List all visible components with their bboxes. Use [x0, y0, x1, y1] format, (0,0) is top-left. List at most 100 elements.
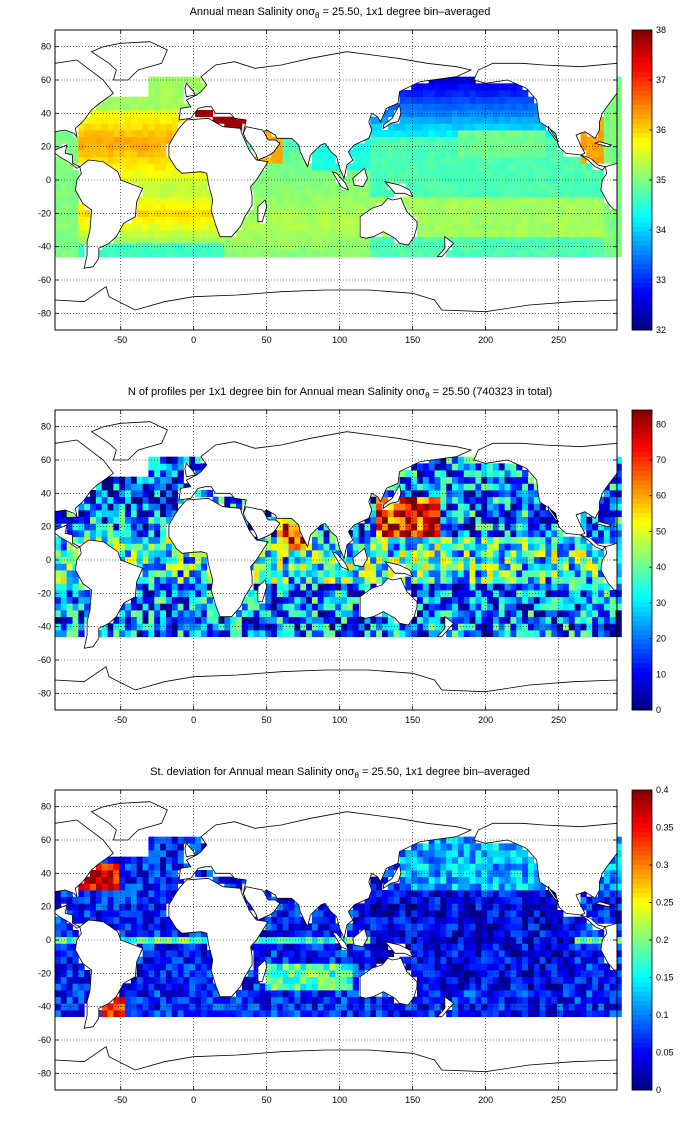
data-cell	[148, 976, 155, 984]
data-cell	[358, 156, 365, 164]
data-cell	[370, 996, 377, 1004]
data-cell	[522, 616, 529, 624]
data-cell	[189, 630, 196, 638]
data-cell	[405, 176, 412, 184]
data-cell	[276, 983, 284, 991]
data-cell	[487, 250, 494, 258]
data-cell	[481, 123, 488, 131]
data-cell	[154, 583, 161, 591]
data-cell	[440, 103, 447, 111]
data-cell	[440, 916, 447, 924]
data-cell	[498, 990, 505, 998]
data-cell	[311, 976, 319, 984]
data-cell	[434, 236, 441, 244]
data-cell	[428, 210, 435, 218]
data-cell	[370, 616, 377, 624]
data-cell	[504, 610, 511, 618]
data-cell	[125, 890, 132, 898]
data-cell	[586, 223, 593, 231]
data-cell	[568, 550, 576, 558]
data-cell	[393, 483, 400, 491]
data-cell	[306, 610, 313, 618]
data-cell	[603, 250, 611, 258]
data-cell	[562, 190, 570, 198]
data-cell	[592, 203, 599, 211]
data-cell	[125, 990, 132, 998]
data-cell	[434, 216, 441, 224]
data-cell	[101, 630, 108, 638]
data-cell	[317, 243, 324, 251]
data-cell	[72, 983, 79, 991]
data-cell	[323, 916, 330, 924]
data-cell	[265, 563, 272, 571]
data-cell	[66, 223, 73, 231]
data-cell	[417, 170, 424, 178]
data-cell	[130, 616, 138, 624]
data-cell	[329, 603, 336, 611]
data-cell	[522, 150, 529, 158]
data-cell	[370, 496, 377, 504]
data-cell	[457, 243, 465, 251]
data-cell	[130, 483, 138, 491]
data-cell	[492, 550, 500, 558]
data-cell	[200, 223, 208, 231]
data-cell	[446, 150, 453, 158]
data-cell	[580, 543, 587, 551]
data-cell	[469, 916, 476, 924]
data-cell	[498, 496, 505, 504]
data-cell	[428, 136, 435, 144]
data-cell	[276, 203, 284, 211]
data-cell	[119, 516, 126, 524]
data-cell	[393, 530, 400, 538]
data-cell	[230, 623, 237, 631]
data-cell	[171, 956, 179, 964]
data-cell	[469, 930, 476, 938]
data-cell	[457, 1003, 465, 1011]
data-cell	[60, 236, 68, 244]
data-cell	[253, 183, 260, 191]
data-cell	[440, 543, 447, 551]
data-cell	[452, 890, 459, 898]
data-cell	[498, 996, 505, 1004]
data-cell	[539, 236, 546, 244]
data-cell	[498, 950, 505, 958]
data-cell	[154, 890, 161, 898]
data-cell	[440, 510, 447, 518]
data-cell	[551, 243, 558, 251]
data-cell	[101, 250, 108, 258]
data-cell	[119, 116, 126, 124]
data-cell	[422, 963, 430, 971]
data-cell	[469, 996, 476, 1004]
data-cell	[358, 183, 365, 191]
data-cell	[160, 536, 167, 544]
data-cell	[487, 876, 494, 884]
data-cell	[504, 976, 511, 984]
data-cell	[300, 1003, 307, 1011]
data-cell	[527, 603, 535, 611]
data-cell	[136, 983, 143, 991]
data-cell	[510, 150, 517, 158]
data-cell	[171, 563, 179, 571]
data-cell	[440, 996, 447, 1004]
data-cell	[95, 516, 103, 524]
data-cell	[177, 83, 184, 91]
data-cell	[469, 616, 476, 624]
data-cell	[574, 223, 581, 231]
data-cell	[148, 883, 155, 891]
data-cell	[300, 996, 307, 1004]
data-cell	[446, 936, 453, 944]
data-cell	[422, 996, 430, 1004]
data-cell	[498, 863, 505, 871]
x-tick-label: 150	[405, 715, 420, 725]
data-cell	[574, 196, 581, 204]
data-cell	[562, 163, 570, 171]
data-cell	[346, 583, 354, 591]
data-cell	[592, 230, 599, 238]
data-cell	[364, 950, 371, 958]
data-cell	[580, 510, 587, 518]
data-cell	[113, 103, 120, 111]
data-cell	[417, 943, 424, 951]
data-cell	[510, 83, 517, 91]
data-cell	[66, 170, 73, 178]
data-cell	[422, 90, 430, 98]
